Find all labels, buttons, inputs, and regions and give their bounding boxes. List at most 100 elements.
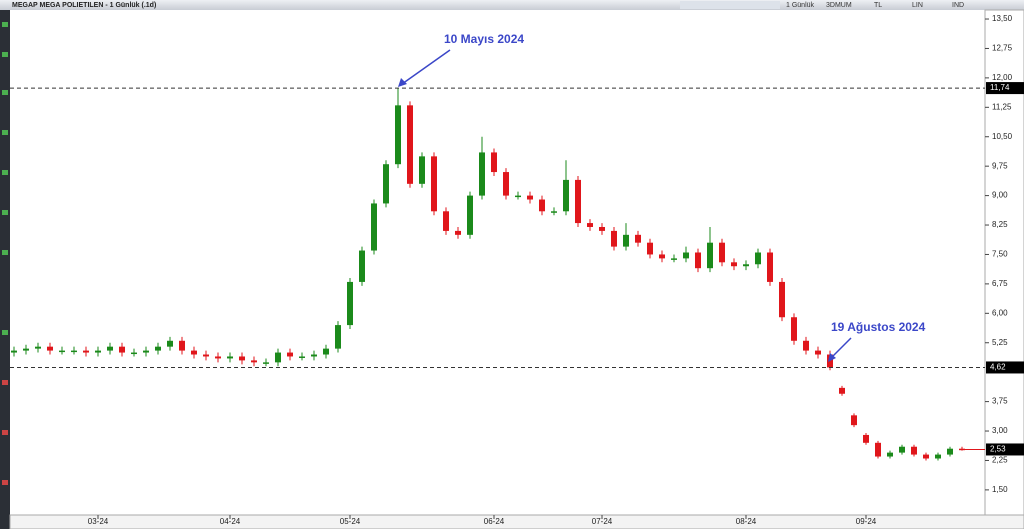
- price-box: [986, 361, 1024, 374]
- y-tick-label: 7,50: [992, 250, 1008, 259]
- candle-body: [155, 346, 161, 351]
- candle-body: [683, 252, 689, 259]
- x-tick-label: 08-24: [736, 517, 757, 526]
- candle-body: [359, 250, 365, 282]
- toolbar-item[interactable]: IND: [952, 2, 964, 9]
- candle-body: [539, 199, 545, 212]
- candle-body: [863, 434, 869, 443]
- y-tick-label: 6,00: [992, 308, 1008, 317]
- candle-body: [695, 252, 701, 269]
- arrow-head: [828, 353, 836, 362]
- candle-body: [707, 242, 713, 269]
- toolbar-item[interactable]: 3DMUM: [826, 2, 852, 9]
- candle-body: [95, 350, 101, 353]
- candle-body: [191, 350, 197, 355]
- y-axis-panel: [984, 9, 1024, 516]
- candle-body: [899, 446, 905, 453]
- x-tick-label: 05-24: [340, 517, 361, 526]
- candle-body: [59, 350, 65, 353]
- candle-body: [251, 360, 257, 363]
- window-title: MEGAP MEGA POLIETILEN - 1 Günlük (.1d): [12, 2, 156, 9]
- x-tick-label: 09-24: [856, 517, 877, 526]
- candle-body: [815, 350, 821, 355]
- candle-body: [419, 156, 425, 184]
- toolbar-item[interactable]: LIN: [912, 2, 923, 9]
- candle-body: [11, 350, 17, 353]
- x-tick-label: 04-24: [220, 517, 241, 526]
- annotation-text: 10 Mayıs 2024: [444, 32, 524, 46]
- candle-body: [275, 352, 281, 363]
- candle-body: [215, 356, 221, 359]
- left-icons: [2, 22, 8, 485]
- candle-body: [383, 164, 389, 204]
- candle-body: [239, 356, 245, 361]
- left-toolbar[interactable]: [0, 10, 10, 529]
- candle-body: [947, 448, 953, 455]
- toolbar-icons: [680, 1, 780, 9]
- toolbar: 1 Günlük 3DMUM TL LIN IND: [680, 1, 964, 9]
- candle-body: [623, 234, 629, 247]
- y-tick-label: 10,50: [992, 132, 1013, 141]
- toolbar-item[interactable]: 1 Günlük: [786, 2, 815, 9]
- candle-body: [551, 211, 557, 213]
- candle-body: [371, 203, 377, 251]
- candle-body: [479, 152, 485, 196]
- candle-body: [491, 152, 497, 173]
- candle-body: [347, 281, 353, 326]
- candle-body: [875, 442, 881, 457]
- candle-body: [395, 105, 401, 165]
- annotation-arrow: [831, 337, 852, 358]
- candle-body: [263, 362, 269, 364]
- y-tick-label: 9,75: [992, 161, 1008, 170]
- candle-body: [647, 242, 653, 255]
- y-tick-label: 2,25: [992, 456, 1008, 465]
- y-tick-label: 1,50: [992, 485, 1008, 494]
- candle-body: [71, 350, 77, 353]
- candle-body: [203, 354, 209, 357]
- candle-body: [431, 156, 437, 212]
- candle-body: [143, 350, 149, 353]
- candle-body: [47, 346, 53, 351]
- y-tick-label: 8,25: [992, 220, 1008, 229]
- candle-body: [443, 211, 449, 231]
- candle-body: [743, 264, 749, 267]
- candle-body: [851, 415, 857, 426]
- candle-body: [599, 226, 605, 231]
- candle-body: [323, 348, 329, 355]
- candle-body: [803, 340, 809, 351]
- annotation: 10 Mayıs 2024 19 Ağustos 2024: [398, 32, 926, 362]
- candle-body: [119, 346, 125, 353]
- candle-body: [515, 195, 521, 198]
- toolbar-item[interactable]: TL: [874, 2, 882, 9]
- candle-body: [131, 352, 137, 355]
- candle-body: [407, 105, 413, 184]
- candle-body: [455, 230, 461, 235]
- annotation-arrow: [401, 49, 451, 85]
- candle-body: [839, 387, 845, 394]
- candle-body: [587, 223, 593, 227]
- y-tick-label: 13,50: [992, 14, 1013, 23]
- y-tick-label: 3,75: [992, 397, 1008, 406]
- candle-body: [179, 340, 185, 351]
- x-tick-label: 03-24: [88, 517, 109, 526]
- candle-body: [35, 346, 41, 349]
- candle-body: [887, 452, 893, 457]
- candle-body: [107, 346, 113, 351]
- candle-body: [731, 262, 737, 267]
- price-box: [986, 443, 1024, 456]
- price-label: 2,53: [990, 445, 1006, 454]
- candle-body: [227, 356, 233, 359]
- y-tick-label: 3,00: [992, 426, 1008, 435]
- candle-body: [167, 340, 173, 347]
- candle-body: [755, 252, 761, 265]
- candle-body: [779, 281, 785, 318]
- price-label: 4,62: [990, 363, 1006, 372]
- candle-body: [23, 348, 29, 351]
- title-bar: [0, 0, 1024, 10]
- candle-body: [791, 317, 797, 341]
- candle-body: [503, 172, 509, 196]
- candle-body: [83, 350, 89, 353]
- y-tick-label: 12,00: [992, 73, 1013, 82]
- candle-body: [671, 258, 677, 260]
